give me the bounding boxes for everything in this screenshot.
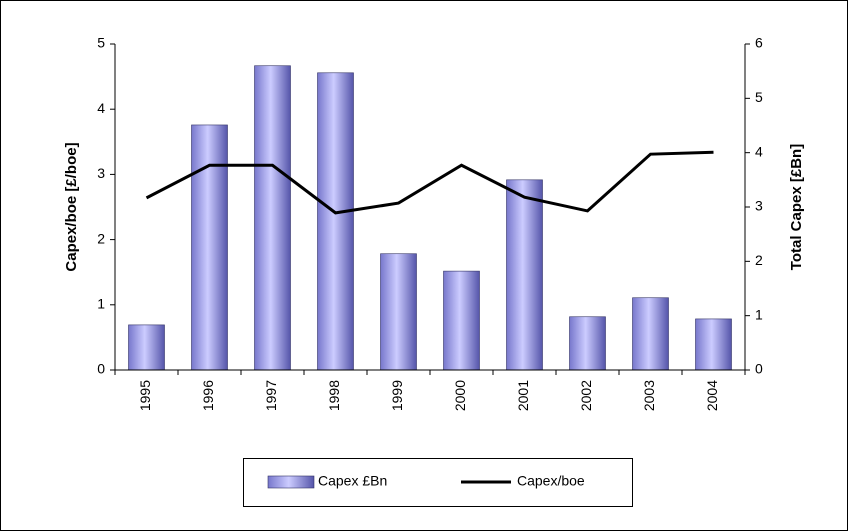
x-tick-label: 1999 bbox=[389, 380, 405, 411]
bar bbox=[632, 297, 669, 371]
x-tick-label: 2000 bbox=[452, 380, 468, 411]
x-tick-label: 1997 bbox=[263, 380, 279, 411]
y2-tick-label: 2 bbox=[755, 252, 763, 268]
y2-tick-label: 4 bbox=[755, 143, 763, 159]
bar bbox=[128, 324, 165, 371]
x-tick-label: 2001 bbox=[515, 380, 531, 411]
x-tick-label: 2004 bbox=[704, 380, 720, 411]
bar bbox=[506, 179, 543, 371]
y2-tick-label: 6 bbox=[755, 35, 763, 51]
legend-swatch bbox=[267, 475, 315, 489]
x-tick-label: 1998 bbox=[326, 380, 342, 411]
line bbox=[145, 150, 714, 215]
y-axis-label: Capex/boe [£/boe] bbox=[63, 142, 80, 271]
y2-tick-label: 3 bbox=[755, 198, 763, 214]
x-tick-label: 1995 bbox=[137, 380, 153, 411]
legend-label: Capex/boe bbox=[517, 473, 585, 489]
x-tick-label: 2002 bbox=[578, 380, 594, 411]
y-tick-label: 2 bbox=[97, 230, 105, 246]
y-tick-label: 0 bbox=[97, 361, 105, 377]
y2-tick-label: 5 bbox=[755, 89, 763, 105]
y2-tick-label: 1 bbox=[755, 306, 763, 322]
bar bbox=[569, 316, 606, 371]
y-tick-label: 4 bbox=[97, 100, 105, 116]
legend-label: Capex £Bn bbox=[318, 473, 387, 489]
y2-tick-label: 0 bbox=[755, 361, 763, 377]
bar bbox=[254, 65, 291, 371]
x-tick-label: 2003 bbox=[641, 380, 657, 411]
bar bbox=[380, 253, 417, 371]
y2-axis-label: Total Capex [£Bn] bbox=[788, 144, 805, 270]
bar bbox=[443, 270, 480, 371]
bar bbox=[695, 318, 732, 371]
x-tick-label: 1996 bbox=[200, 380, 216, 411]
bar bbox=[317, 72, 354, 371]
y-tick-label: 5 bbox=[97, 35, 105, 51]
y-tick-label: 3 bbox=[97, 165, 105, 181]
y-tick-label: 1 bbox=[97, 296, 105, 312]
bar bbox=[191, 124, 228, 371]
